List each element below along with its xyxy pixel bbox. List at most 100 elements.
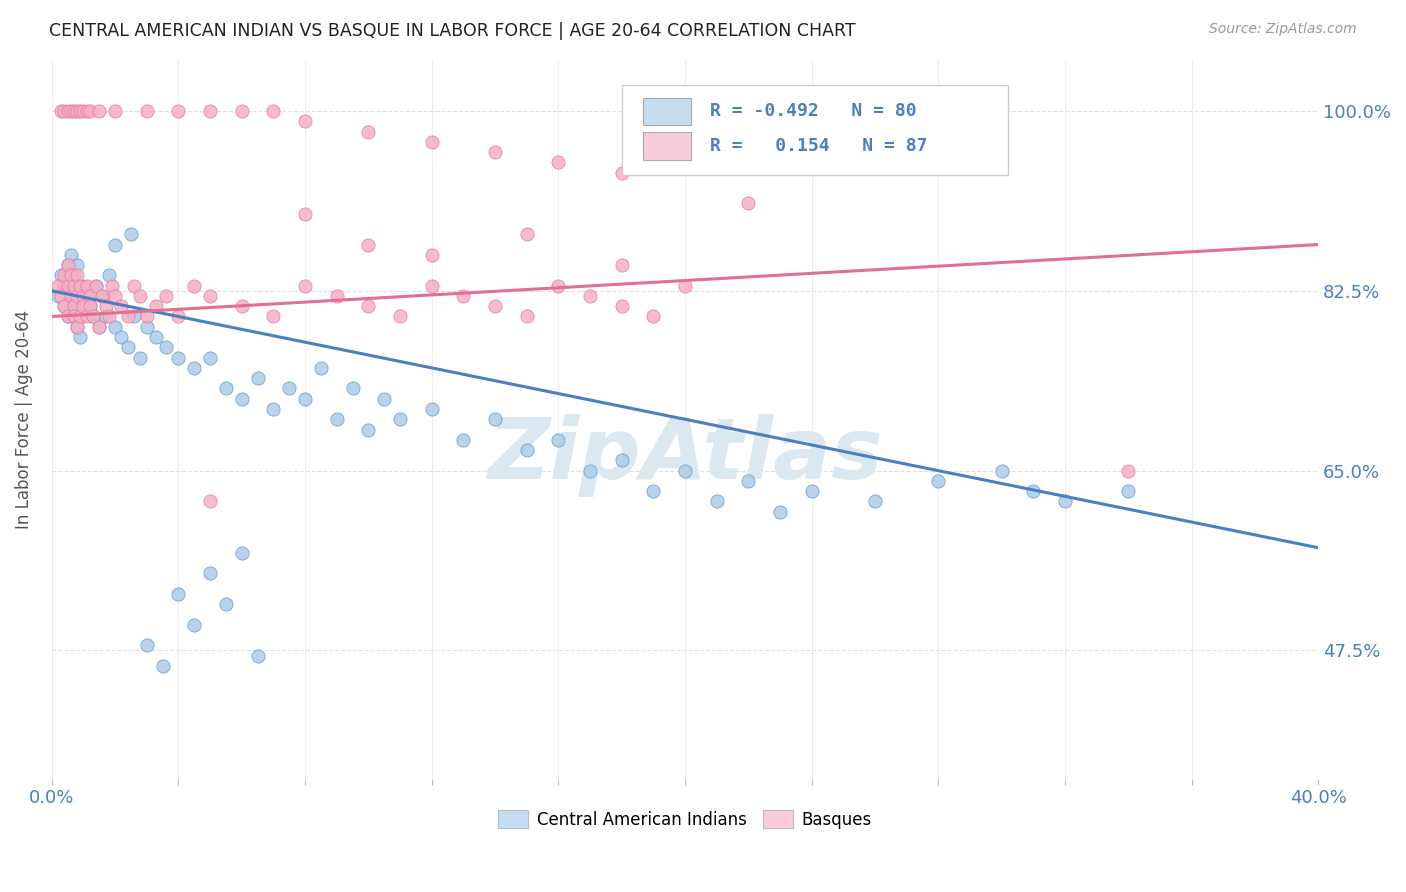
Point bbox=[673, 464, 696, 478]
Point bbox=[135, 319, 157, 334]
Point bbox=[53, 268, 76, 283]
Point bbox=[342, 381, 364, 395]
Point bbox=[516, 227, 538, 242]
Point bbox=[69, 103, 91, 118]
Point bbox=[152, 659, 174, 673]
Point bbox=[231, 103, 253, 118]
Point bbox=[388, 412, 411, 426]
Point bbox=[167, 310, 190, 324]
Point bbox=[262, 402, 284, 417]
Point bbox=[53, 278, 76, 293]
Point bbox=[610, 166, 633, 180]
Point bbox=[72, 289, 94, 303]
Text: CENTRAL AMERICAN INDIAN VS BASQUE IN LABOR FORCE | AGE 20-64 CORRELATION CHART: CENTRAL AMERICAN INDIAN VS BASQUE IN LAB… bbox=[49, 22, 856, 40]
Legend: Central American Indians, Basques: Central American Indians, Basques bbox=[492, 804, 879, 835]
Point bbox=[69, 330, 91, 344]
Point bbox=[135, 103, 157, 118]
Point bbox=[53, 299, 76, 313]
Point bbox=[122, 310, 145, 324]
Point bbox=[117, 340, 139, 354]
FancyBboxPatch shape bbox=[643, 132, 692, 160]
Point bbox=[420, 278, 443, 293]
Point bbox=[129, 289, 152, 303]
Point bbox=[51, 268, 73, 283]
Point bbox=[1116, 484, 1139, 499]
Point bbox=[76, 278, 98, 293]
Point bbox=[51, 103, 73, 118]
FancyBboxPatch shape bbox=[621, 85, 1008, 175]
Point bbox=[547, 155, 569, 169]
Point bbox=[167, 103, 190, 118]
Point bbox=[79, 103, 101, 118]
Point bbox=[246, 371, 269, 385]
Text: ZipAtlas: ZipAtlas bbox=[488, 414, 883, 497]
Point bbox=[82, 310, 104, 324]
Point bbox=[63, 103, 86, 118]
Point bbox=[215, 381, 238, 395]
Point bbox=[63, 299, 86, 313]
Point bbox=[927, 474, 949, 488]
Point bbox=[89, 103, 111, 118]
Point bbox=[56, 103, 79, 118]
Point bbox=[63, 310, 86, 324]
Point bbox=[155, 340, 177, 354]
Point bbox=[357, 299, 380, 313]
Point bbox=[145, 330, 167, 344]
Point bbox=[198, 289, 221, 303]
Point bbox=[59, 248, 82, 262]
Point bbox=[484, 299, 506, 313]
Point bbox=[104, 289, 127, 303]
Point bbox=[579, 464, 602, 478]
Point bbox=[135, 310, 157, 324]
Point bbox=[76, 103, 98, 118]
Point bbox=[484, 145, 506, 159]
Point bbox=[84, 278, 107, 293]
Point bbox=[66, 289, 89, 303]
Point bbox=[101, 278, 124, 293]
Point bbox=[51, 289, 73, 303]
Point bbox=[89, 319, 111, 334]
Point bbox=[69, 310, 91, 324]
FancyBboxPatch shape bbox=[643, 98, 692, 125]
Point bbox=[63, 268, 86, 283]
Point bbox=[59, 289, 82, 303]
Point bbox=[46, 289, 69, 303]
Point bbox=[69, 289, 91, 303]
Point bbox=[63, 310, 86, 324]
Point bbox=[863, 494, 886, 508]
Y-axis label: In Labor Force | Age 20-64: In Labor Force | Age 20-64 bbox=[15, 310, 32, 529]
Point bbox=[53, 103, 76, 118]
Point bbox=[94, 299, 117, 313]
Point bbox=[990, 464, 1012, 478]
Point bbox=[516, 310, 538, 324]
Point bbox=[673, 278, 696, 293]
Point bbox=[72, 278, 94, 293]
Point bbox=[453, 433, 475, 447]
Point bbox=[66, 103, 89, 118]
Point bbox=[56, 310, 79, 324]
Point bbox=[59, 289, 82, 303]
Text: Source: ZipAtlas.com: Source: ZipAtlas.com bbox=[1209, 22, 1357, 37]
Point bbox=[167, 587, 190, 601]
Point bbox=[122, 278, 145, 293]
Point bbox=[66, 319, 89, 334]
Point bbox=[388, 310, 411, 324]
Point bbox=[72, 299, 94, 313]
Point bbox=[63, 299, 86, 313]
Point bbox=[357, 237, 380, 252]
Point bbox=[246, 648, 269, 663]
Point bbox=[1022, 484, 1045, 499]
Point bbox=[420, 135, 443, 149]
Point bbox=[610, 299, 633, 313]
Point bbox=[579, 289, 602, 303]
Point bbox=[104, 319, 127, 334]
Point bbox=[56, 268, 79, 283]
Point bbox=[294, 278, 316, 293]
Point bbox=[643, 484, 665, 499]
Point bbox=[59, 103, 82, 118]
Point bbox=[198, 351, 221, 365]
Point bbox=[231, 392, 253, 406]
Point bbox=[91, 289, 114, 303]
Point bbox=[737, 474, 759, 488]
Point bbox=[737, 196, 759, 211]
